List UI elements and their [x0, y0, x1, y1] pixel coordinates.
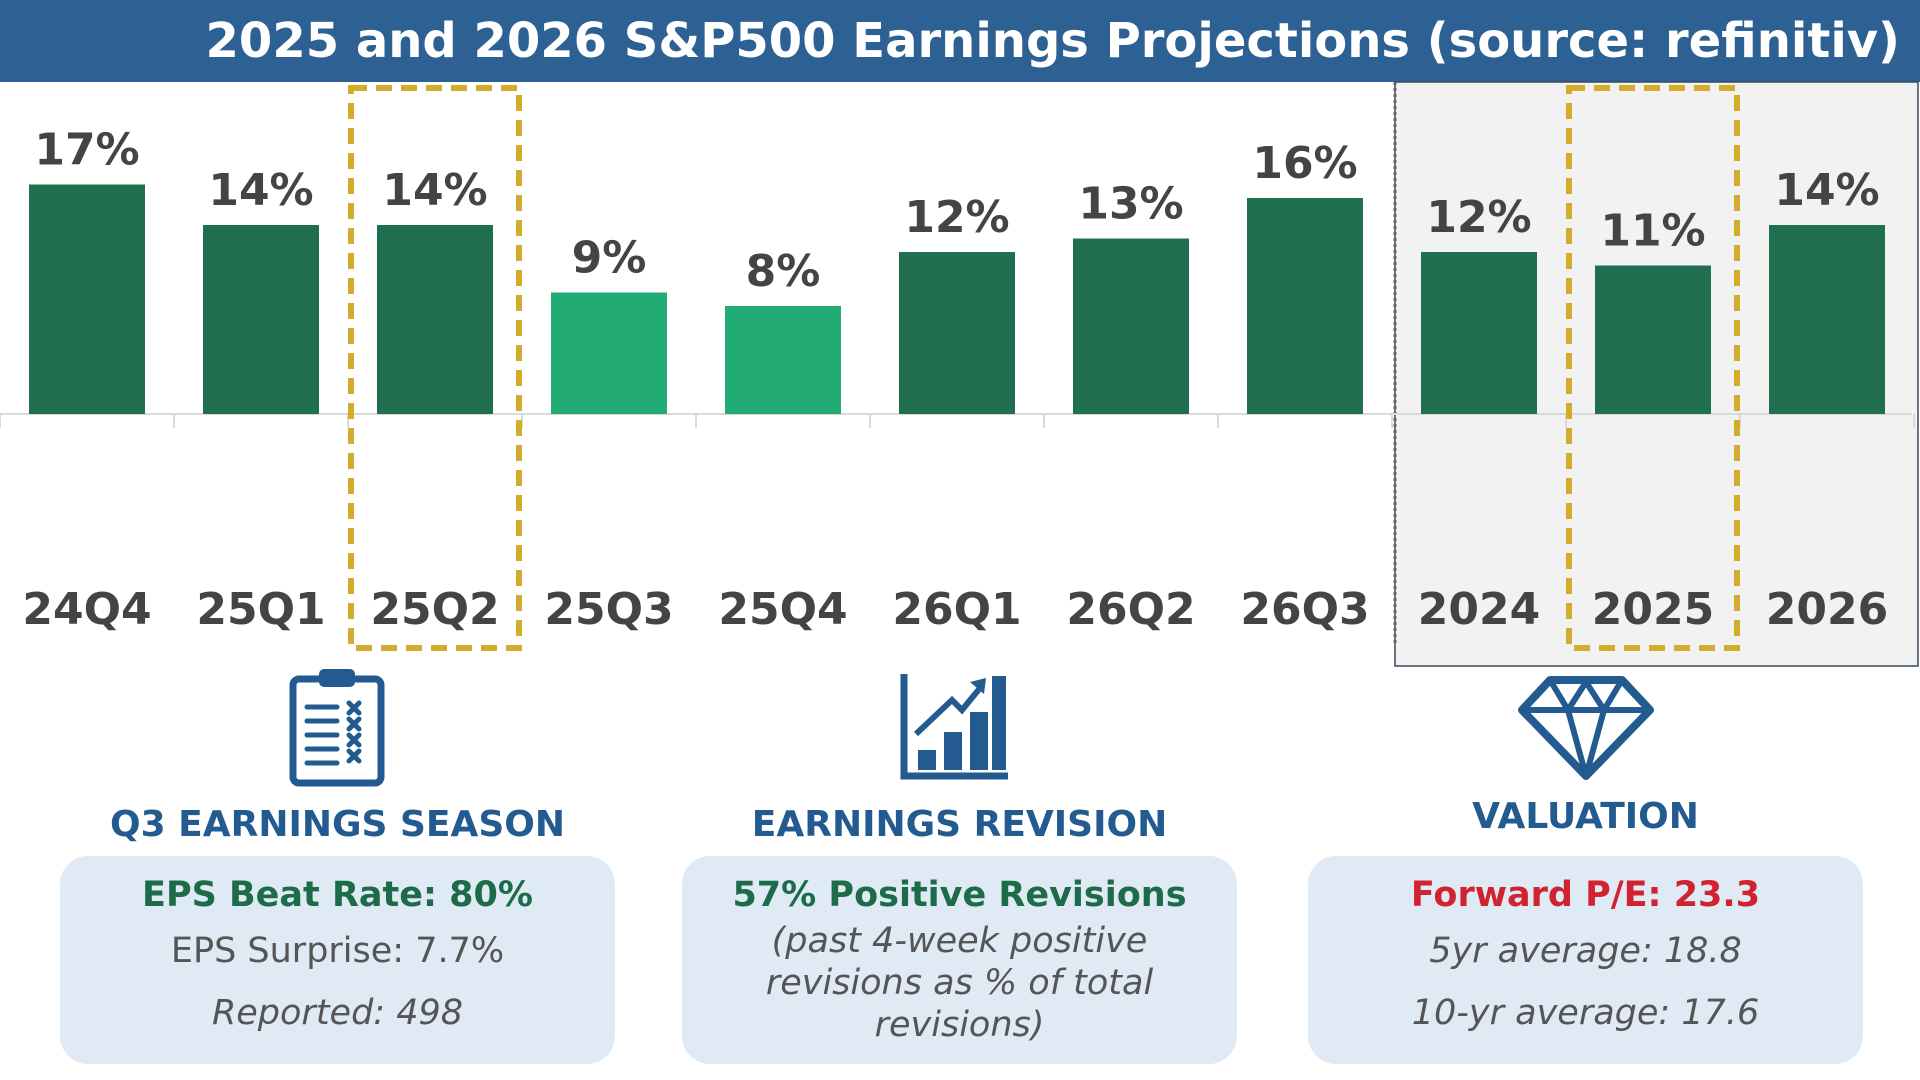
revision-card: 57% Positive Revisions (past 4-week posi… — [682, 856, 1237, 1064]
data-label-25Q3: 9% — [572, 233, 647, 284]
data-label-24Q4: 17% — [34, 125, 139, 176]
bar-2025 — [1595, 265, 1711, 414]
chart-title: 2025 and 2026 S&P500 Earnings Projection… — [205, 13, 1900, 69]
data-label-25Q1: 14% — [208, 165, 313, 216]
header-banner: 2025 and 2026 S&P500 Earnings Projection… — [0, 0, 1920, 82]
valuation-card: Forward P/E: 23.3 5yr average: 18.8 10-y… — [1308, 856, 1863, 1064]
category-label-25Q3: 25Q3 — [544, 584, 673, 635]
category-label-24Q4: 24Q4 — [22, 584, 151, 635]
data-label-26Q2: 13% — [1078, 179, 1183, 230]
eps-beat-rate: EPS Beat Rate: 80% — [142, 875, 533, 915]
bar-2024 — [1421, 252, 1537, 414]
data-label-2026: 14% — [1774, 165, 1879, 216]
bar-26Q2 — [1073, 238, 1189, 414]
category-label-25Q4: 25Q4 — [718, 584, 847, 635]
category-label-25Q1: 25Q1 — [196, 584, 325, 635]
valuation-card-title: VALUATION — [1472, 796, 1699, 837]
forward-pe: Forward P/E: 23.3 — [1410, 875, 1761, 915]
data-label-25Q2: 14% — [382, 165, 487, 216]
diamond-icon — [1518, 676, 1654, 780]
data-label-26Q1: 12% — [904, 192, 1009, 243]
bar-25Q4 — [725, 306, 841, 414]
highlight-box-25Q2 — [348, 85, 522, 651]
bar-chart-growth-icon — [900, 674, 1008, 780]
eps-surprise: EPS Surprise: 7.7% — [170, 931, 505, 971]
category-label-26Q3: 26Q3 — [1240, 584, 1369, 635]
data-label-2024: 12% — [1426, 192, 1531, 243]
data-label-2025: 11% — [1600, 206, 1705, 257]
ten-year-average: 10-yr average: 17.6 — [1411, 993, 1760, 1033]
category-label-26Q2: 26Q2 — [1066, 584, 1195, 635]
bar-25Q1 — [203, 225, 319, 414]
clipboard-checklist-icon — [289, 669, 385, 787]
five-year-average: 5yr average: 18.8 — [1429, 931, 1742, 971]
data-label-26Q3: 16% — [1252, 138, 1357, 189]
reported-count: Reported: 498 — [211, 993, 464, 1033]
bar-26Q1 — [899, 252, 1015, 414]
highlight-box-2025 — [1566, 85, 1740, 651]
season-card: EPS Beat Rate: 80% EPS Surprise: 7.7% Re… — [60, 856, 615, 1064]
bar-24Q4 — [29, 184, 145, 414]
positive-revisions: 57% Positive Revisions — [732, 875, 1187, 915]
category-label-2026: 2026 — [1766, 584, 1888, 635]
revision-note-line-1: (past 4-week positive — [771, 921, 1148, 961]
bar-2026 — [1769, 225, 1885, 414]
revision-card-title: EARNINGS REVISION — [751, 804, 1168, 845]
data-label-25Q4: 8% — [746, 246, 821, 297]
category-label-2025: 2025 — [1592, 584, 1714, 635]
bar-25Q2 — [377, 225, 493, 414]
revision-note-line-3: revisions) — [874, 1005, 1045, 1045]
bar-25Q3 — [551, 292, 667, 414]
earnings-growth-chart: 17% 24Q4 14% 25Q1 14% 25Q2 9% 25Q3 8% 25Q4 12% 26Q1… — [0, 81, 1919, 667]
category-label-25Q2: 25Q2 — [370, 584, 499, 635]
season-card-title: Q3 EARNINGS SEASON — [109, 804, 566, 845]
revision-note-line-2: revisions as % of total — [765, 963, 1154, 1003]
category-label-2024: 2024 — [1418, 584, 1540, 635]
category-label-26Q1: 26Q1 — [892, 584, 1021, 635]
bar-26Q3 — [1247, 198, 1363, 414]
